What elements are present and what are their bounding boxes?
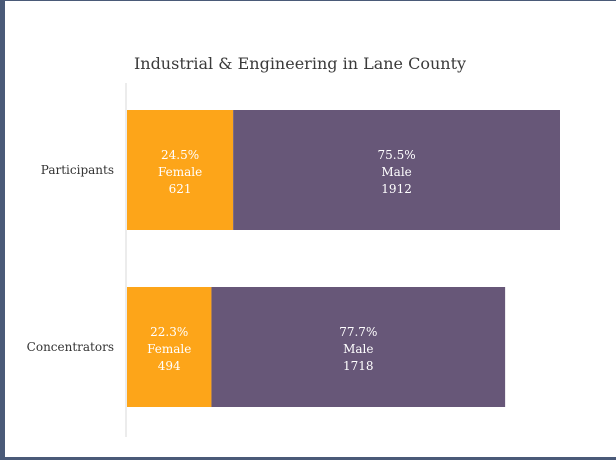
data-label: 77.7% bbox=[339, 325, 377, 339]
data-label: 494 bbox=[158, 359, 181, 373]
bars-group: Participants 24.5% Female 621 75.5% Male 1912 C… bbox=[27, 110, 560, 407]
bar-segment-female bbox=[127, 287, 212, 407]
bar-segment-male bbox=[233, 110, 560, 230]
category-label: Participants bbox=[41, 163, 114, 177]
data-label: 24.5% bbox=[161, 148, 199, 162]
bar-segment-male bbox=[211, 287, 506, 407]
data-label: Female bbox=[147, 342, 191, 356]
data-label: Female bbox=[158, 165, 202, 179]
chart-canvas: Industrial & Engineering in Lane County … bbox=[27, 54, 560, 437]
data-label: Male bbox=[381, 165, 411, 179]
data-label: 75.5% bbox=[378, 148, 416, 162]
category-label: Concentrators bbox=[27, 340, 114, 354]
data-label: 22.3% bbox=[150, 325, 188, 339]
data-label: 621 bbox=[169, 182, 192, 196]
data-label: 1718 bbox=[343, 359, 374, 373]
data-label: Male bbox=[343, 342, 373, 356]
bar-segment-female bbox=[127, 110, 234, 230]
chart-title: Industrial & Engineering in Lane County bbox=[134, 54, 466, 73]
data-label: 1912 bbox=[381, 182, 412, 196]
